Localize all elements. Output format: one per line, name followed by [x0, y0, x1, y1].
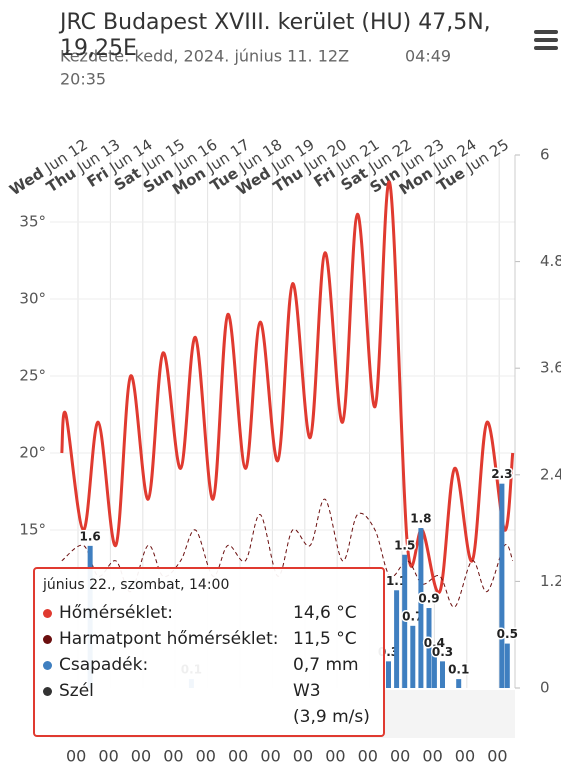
- precip-label: 0.3: [432, 645, 453, 659]
- hour-label: 00: [422, 747, 442, 766]
- y2-tick-label: 1.2: [540, 572, 561, 590]
- y2-tick-label: 4.8: [540, 252, 561, 270]
- legend-dot: [43, 609, 52, 618]
- sunrise-time: 04:49: [405, 47, 451, 66]
- y-tick-label: 20°: [19, 443, 46, 461]
- hour-label: 00: [325, 747, 345, 766]
- precip-bar: [402, 554, 408, 688]
- tooltip-title: június 22., szombat, 14:00: [43, 577, 230, 593]
- y2-tick-label: 0: [540, 679, 550, 697]
- precip-bar: [499, 483, 505, 688]
- precip-label: 0.9: [418, 592, 439, 606]
- y-tick-label: 35°: [19, 212, 46, 230]
- day-name: Wed: [6, 164, 47, 199]
- tooltip-label: Szél: [59, 681, 94, 701]
- precip-bar: [386, 661, 391, 688]
- precip-label: 0.5: [497, 627, 518, 641]
- precip-bar: [410, 625, 416, 688]
- tooltip-value: 11,5 °C: [293, 629, 357, 649]
- precip-bar: [456, 679, 462, 688]
- tooltip: június 22., szombat, 14:00 Hőmérséklet: 14…: [33, 567, 385, 737]
- precip-bar: [440, 661, 445, 688]
- menu-button[interactable]: [534, 30, 558, 54]
- hour-label: 00: [131, 747, 151, 766]
- hour-label: 00: [163, 747, 183, 766]
- hour-label: 00: [487, 747, 507, 766]
- tooltip-label: Csapadék:: [59, 655, 149, 675]
- precip-label: 0.4: [424, 636, 445, 650]
- dewpoint-line: [61, 498, 514, 608]
- hour-label: 00: [98, 747, 118, 766]
- tooltip-value: W3: [293, 681, 321, 701]
- hour-label: 00: [196, 747, 216, 766]
- hour-label: 00: [66, 747, 86, 766]
- precip-bar: [504, 643, 510, 688]
- legend-dot: [43, 661, 52, 670]
- precip-bar: [426, 608, 432, 688]
- y-tick-label: 30°: [19, 289, 46, 307]
- tooltip-value: 14,6 °C: [293, 603, 357, 623]
- precip-label: 0.1: [448, 663, 469, 677]
- chart-title: JRC Budapest XVIII. kerület (HU) 47,5N, …: [60, 10, 491, 61]
- tooltip-extra: (3,9 m/s): [293, 707, 370, 727]
- y2-tick-label: 6: [540, 146, 550, 164]
- y2-tick-label: 2.4: [540, 465, 561, 483]
- hour-label: 00: [228, 747, 248, 766]
- precip-label: 1.6: [80, 529, 101, 543]
- subtitle: Kezdete: kedd, 2024. június 11. 12Z: [60, 47, 349, 66]
- precip-label: 2.3: [491, 467, 512, 481]
- hour-label: 00: [390, 747, 410, 766]
- temperature-line: [60, 180, 515, 595]
- precip-bar: [418, 528, 424, 688]
- precip-label: 1.5: [394, 538, 415, 552]
- legend-dot: [43, 687, 52, 696]
- hour-label: 00: [455, 747, 475, 766]
- precip-bar: [431, 652, 437, 688]
- tooltip-value: 0,7 mm: [293, 655, 359, 675]
- legend-dot: [43, 635, 52, 644]
- hour-label: 00: [358, 747, 378, 766]
- precip-bar: [394, 590, 400, 688]
- tooltip-label: Hőmérséklet:: [59, 603, 173, 623]
- y2-tick-label: 3.6: [540, 359, 561, 377]
- hour-label: 00: [293, 747, 313, 766]
- sunset-time: 20:35: [60, 70, 106, 89]
- y-tick-label: 25°: [19, 366, 46, 384]
- hour-label: 00: [260, 747, 280, 766]
- tooltip-label: Harmatpont hőmérséklet:: [59, 629, 279, 649]
- y-tick-label: 15°: [19, 520, 46, 538]
- precip-label: 1.8: [410, 512, 431, 526]
